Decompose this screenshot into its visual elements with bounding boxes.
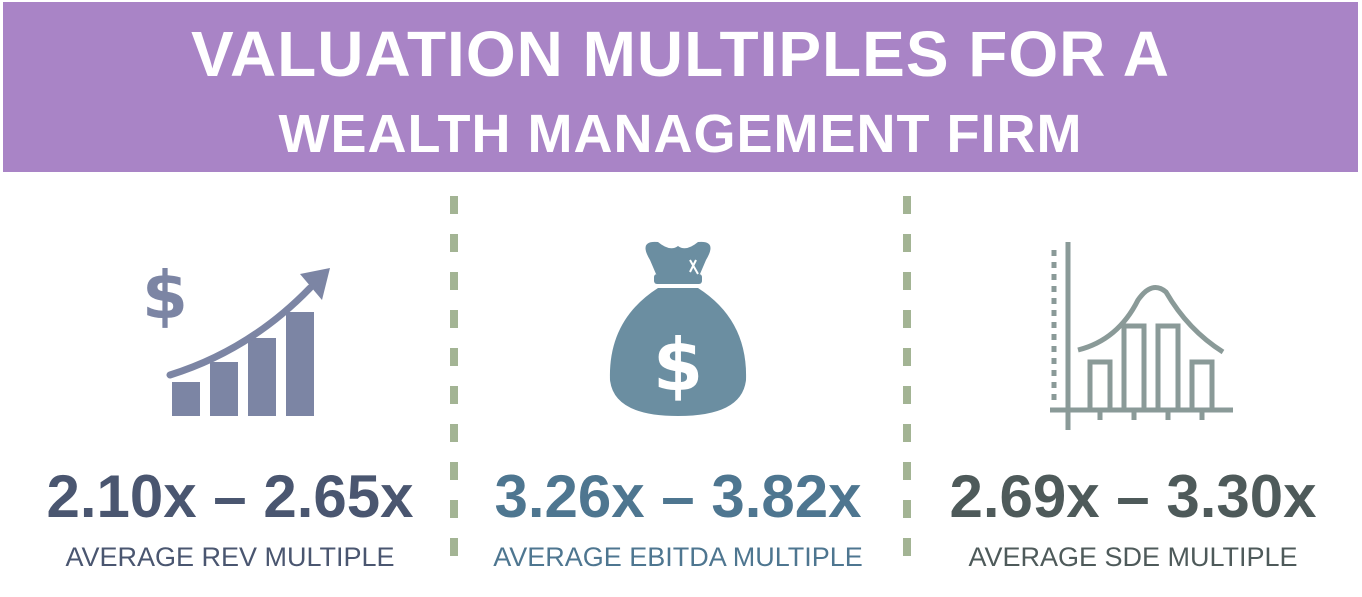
sde-multiple-value: 2.69x – 3.30x bbox=[949, 463, 1317, 530]
title-line-1: VALUATION MULTIPLES FOR A bbox=[191, 18, 1170, 90]
divider-left bbox=[450, 196, 458, 586]
distribution-histogram-icon bbox=[918, 230, 1348, 450]
ebitda-multiple-card: $ 3.26x – 3.82x AVERAGE EBITDA MULTIPLE bbox=[463, 200, 893, 590]
title-banner: VALUATION MULTIPLES FOR A WEALTH MANAGEM… bbox=[3, 2, 1358, 172]
title-line-2: WEALTH MANAGEMENT FIRM bbox=[278, 104, 1083, 164]
ebitda-multiple-label: AVERAGE EBITDA MULTIPLE bbox=[493, 542, 863, 572]
divider-right bbox=[903, 196, 911, 586]
sde-multiple-label: AVERAGE SDE MULTIPLE bbox=[968, 542, 1298, 572]
revenue-multiple-card: $ 2.10x – 2.65x AVERAGE REV MULTIPLE bbox=[15, 200, 445, 590]
sde-multiple-card: 2.69x – 3.30x AVERAGE SDE MULTIPLE bbox=[918, 200, 1348, 590]
money-bag-icon: $ bbox=[463, 230, 893, 450]
revenue-multiple-value: 2.10x – 2.65x bbox=[46, 463, 414, 530]
revenue-multiple-label: AVERAGE REV MULTIPLE bbox=[65, 542, 395, 572]
svg-text:$: $ bbox=[653, 323, 703, 407]
rising-revenue-chart-icon: $ bbox=[15, 230, 445, 450]
svg-text:$: $ bbox=[142, 257, 188, 334]
ebitda-multiple-value: 3.26x – 3.82x bbox=[494, 463, 862, 530]
